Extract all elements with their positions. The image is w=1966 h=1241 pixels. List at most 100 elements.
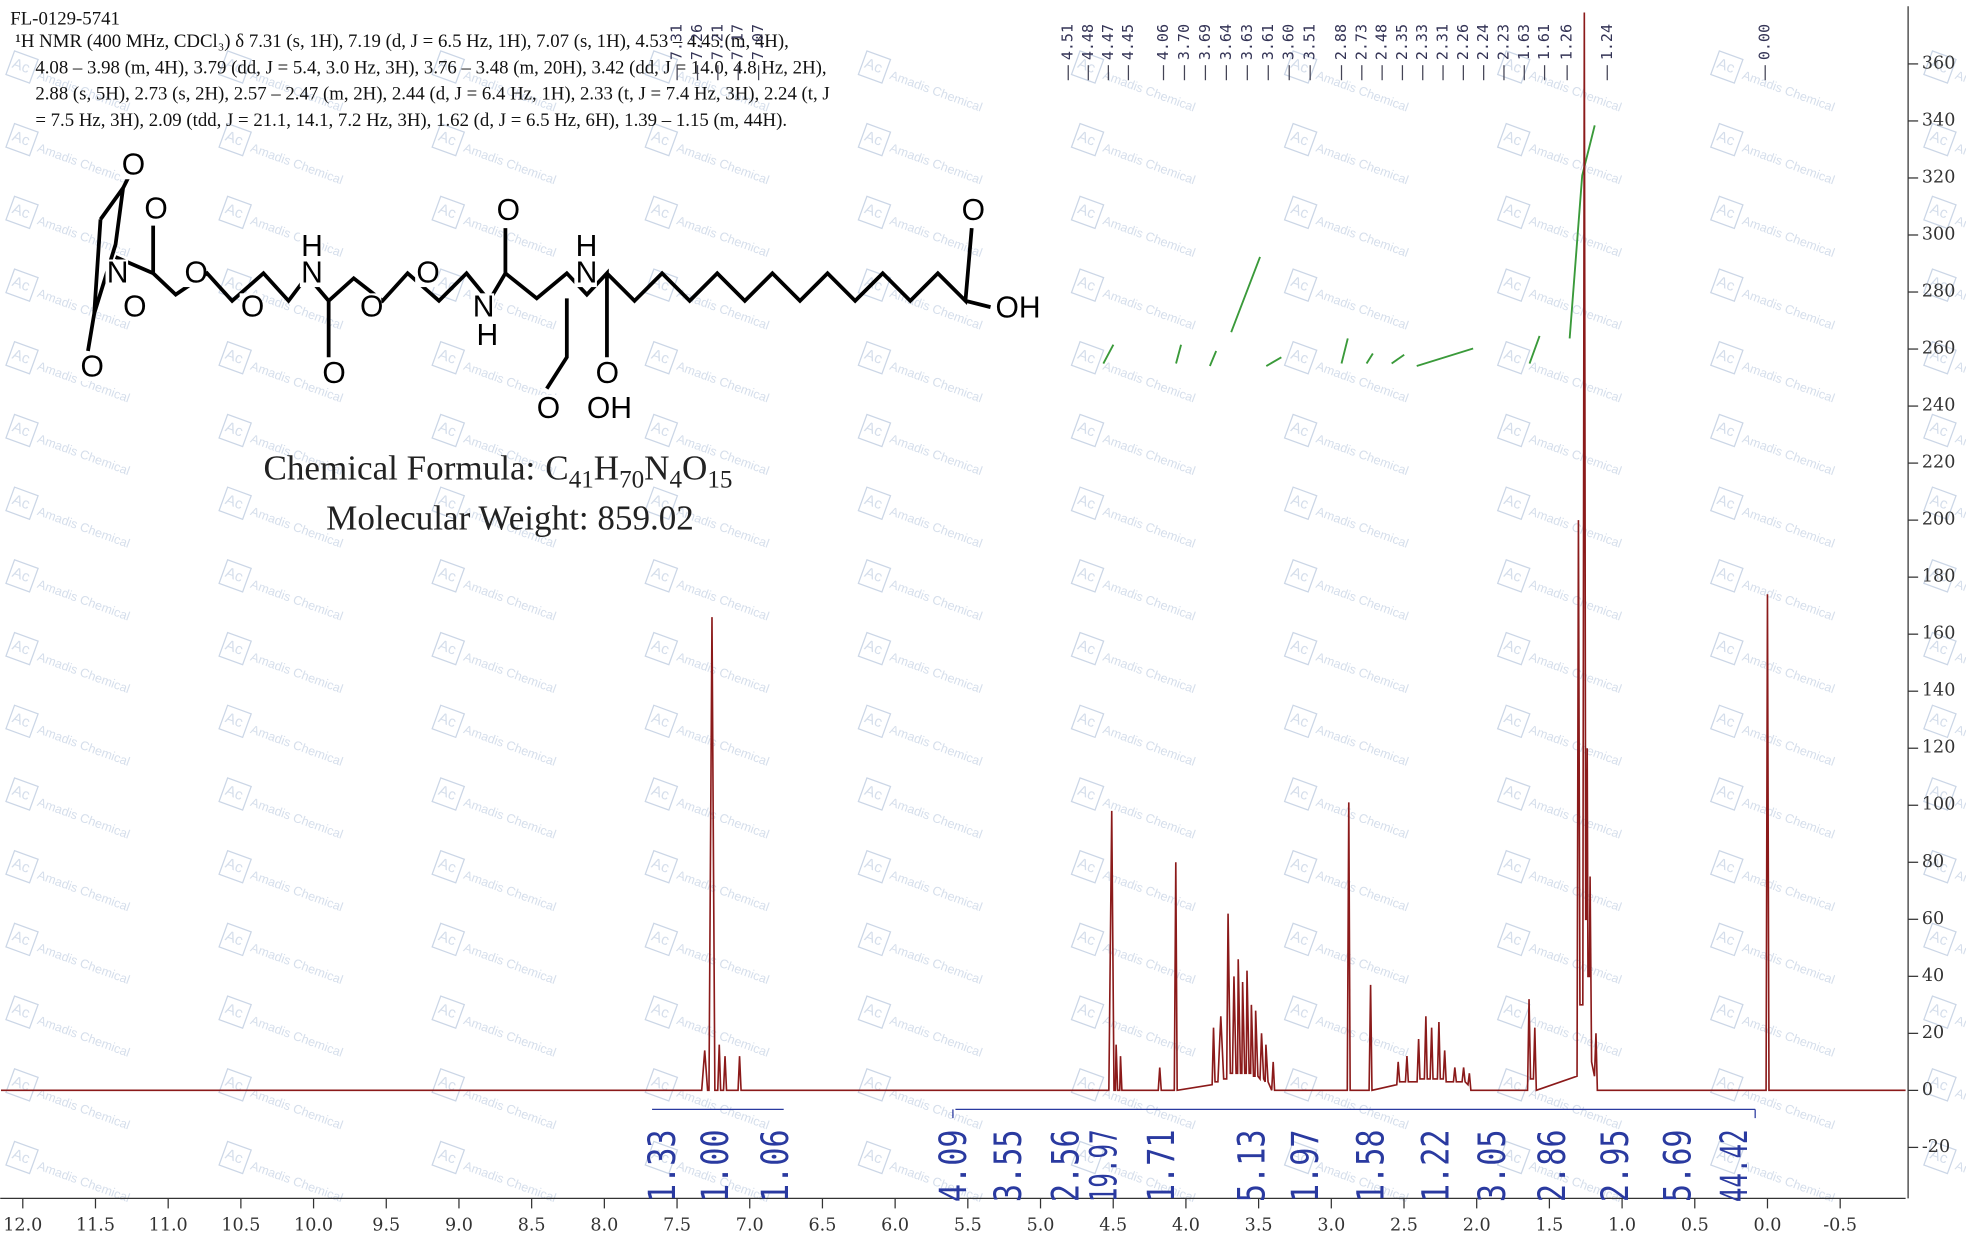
peak-label: 4.45 — [1119, 24, 1137, 60]
watermark-logo: Ac — [1715, 419, 1738, 441]
atom-label: O — [537, 392, 560, 425]
watermark-box — [431, 704, 466, 739]
y-tick-label: 320 — [1922, 167, 1955, 187]
watermark-logo: Ac — [1502, 200, 1525, 222]
watermark-box — [1283, 704, 1318, 739]
atom-bg — [143, 195, 166, 224]
integral-label: 19.97 — [1081, 1129, 1125, 1202]
watermark-logo: Ac — [223, 55, 246, 77]
watermark-text: Amadis Chemical — [1314, 214, 1410, 260]
watermark-text: Amadis Chemical — [675, 1013, 771, 1059]
watermark-text: Amadis Chemical — [888, 722, 984, 768]
watermark-box — [644, 1140, 679, 1175]
watermark-box — [644, 777, 679, 811]
watermark-logo: Ac — [1502, 564, 1525, 586]
watermark-logo: Ac — [1288, 855, 1311, 877]
watermark-box — [1283, 413, 1318, 448]
watermark-box — [1923, 1067, 1957, 1102]
watermark-logo: Ac — [10, 128, 33, 150]
watermark-box — [1496, 1140, 1531, 1175]
watermark-text: Amadis Chemical — [1527, 795, 1623, 841]
integral-label: 4.09 — [931, 1129, 975, 1202]
watermark-box — [1709, 631, 1744, 666]
watermark-box — [1496, 195, 1531, 230]
watermark-logo: Ac — [862, 1073, 885, 1095]
integral-label: 2.86 — [1530, 1129, 1574, 1202]
watermark-box — [5, 340, 39, 375]
watermark-text: Amadis Chemical — [249, 1086, 345, 1132]
watermark-text: Amadis Chemical — [1101, 577, 1197, 623]
watermark-box — [431, 1067, 466, 1102]
watermark-box — [1283, 1140, 1318, 1175]
watermark-logo: Ac — [1502, 346, 1525, 368]
atom-label: H — [301, 230, 323, 263]
watermark-logo: Ac — [1502, 855, 1525, 877]
watermark-text: Amadis Chemical — [1314, 577, 1410, 623]
atom-bg — [105, 259, 129, 288]
watermark-logo: Ac — [1928, 564, 1951, 586]
integral-label: 5.13 — [1229, 1129, 1273, 1202]
atom-label: OH — [587, 392, 632, 425]
watermark-box — [1923, 50, 1957, 84]
watermark-box — [1070, 995, 1105, 1029]
x-tick-label: 10.0 — [294, 1215, 333, 1235]
y-tick-label: 80 — [1922, 852, 1944, 872]
watermark-text: Amadis Chemical — [249, 722, 345, 768]
integral-label: 2.56 — [1044, 1129, 1088, 1202]
watermark-logo: Ac — [1928, 1000, 1951, 1022]
watermark-logo: Ac — [862, 1146, 885, 1168]
watermark-logo: Ac — [223, 782, 246, 804]
watermark-box — [1923, 922, 1957, 957]
watermark-logo: Ac — [1928, 128, 1951, 150]
watermark-text: Amadis Chemical — [462, 141, 558, 187]
watermark-box — [431, 50, 466, 84]
watermark-logo: Ac — [649, 564, 672, 586]
x-tick-label: 2.0 — [1463, 1215, 1491, 1235]
watermark-logo: Ac — [1928, 346, 1951, 368]
watermark-logo: Ac — [1928, 709, 1951, 731]
watermark-logo: Ac — [862, 637, 885, 659]
x-tick-label: 8.5 — [518, 1215, 546, 1235]
watermark-logo: Ac — [862, 928, 885, 950]
watermark-text: Amadis Chemical — [1740, 650, 1836, 696]
watermark-text: Amadis Chemical — [1314, 650, 1410, 696]
watermark-text: Amadis Chemical — [1101, 504, 1197, 550]
watermark-box — [1709, 704, 1744, 739]
peak-label: 1.24 — [1598, 24, 1616, 60]
watermark-logo: Ac — [1075, 709, 1098, 731]
watermark-box — [431, 486, 466, 521]
watermark-box — [1070, 268, 1105, 302]
atom-bg — [183, 259, 206, 288]
watermark-box — [1283, 922, 1318, 957]
watermark-logo: Ac — [436, 709, 459, 731]
atom-bg — [358, 293, 382, 321]
watermark-box — [644, 1067, 679, 1102]
watermark-logo: Ac — [862, 128, 885, 150]
watermark-logo: Ac — [1075, 273, 1098, 295]
watermark-text: Amadis Chemical — [1101, 650, 1197, 696]
y-tick-label: 220 — [1922, 453, 1955, 473]
